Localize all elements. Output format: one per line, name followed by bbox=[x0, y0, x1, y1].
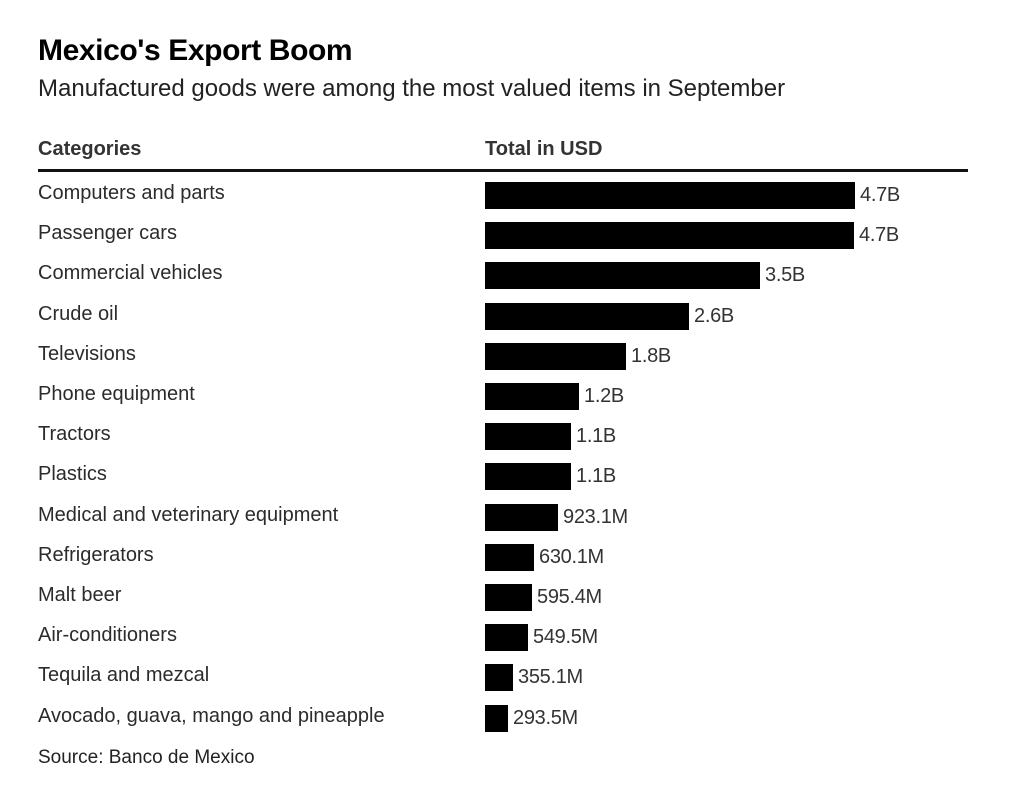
table-row: Refrigerators 630.1M bbox=[0, 534, 1009, 574]
bar bbox=[485, 503, 558, 531]
table-row: Computers and parts 4.7B bbox=[0, 172, 1009, 212]
bar bbox=[485, 262, 760, 290]
value-label: 4.7B bbox=[859, 224, 899, 247]
table-row: Malt beer 595.4M bbox=[0, 574, 1009, 614]
bar bbox=[485, 182, 855, 209]
table-row: Plastics 1.1B bbox=[0, 453, 1009, 493]
table-row: Phone equipment 1.2B bbox=[0, 373, 1009, 413]
categories-column-header: Categories bbox=[38, 138, 142, 160]
category-label: Televisions bbox=[38, 342, 136, 365]
value-label: 1.8B bbox=[631, 344, 671, 367]
category-label: Malt beer bbox=[38, 584, 122, 606]
source-note: Source: Banco de Mexico bbox=[38, 747, 255, 768]
bar bbox=[485, 383, 579, 410]
bar bbox=[485, 704, 508, 732]
table-row: Passenger cars 4.7B bbox=[0, 212, 1009, 252]
bar bbox=[485, 463, 571, 491]
value-label: 595.4M bbox=[537, 586, 602, 608]
category-label: Tequila and mezcal bbox=[38, 664, 210, 687]
table-row: Tequila and mezcal 355.1M bbox=[0, 654, 1009, 694]
bar bbox=[485, 342, 626, 370]
value-label: 2.6B bbox=[694, 304, 734, 327]
value-label: 1.1B bbox=[576, 425, 616, 448]
table-row: Avocado, guava, mango and pineapple 293.5… bbox=[0, 695, 1009, 735]
table-row: Commercial vehicles 3.5B bbox=[0, 252, 1009, 292]
value-label: 293.5M bbox=[513, 706, 578, 729]
value-label: 3.5B bbox=[765, 264, 805, 287]
value-label: 549.5M bbox=[533, 626, 598, 649]
category-label: Crude oil bbox=[38, 302, 119, 325]
value-label: 4.7B bbox=[860, 184, 900, 206]
category-label: Commercial vehicles bbox=[38, 262, 223, 285]
table-row: Televisions 1.8B bbox=[0, 333, 1009, 373]
table-row: Tractors 1.1B bbox=[0, 413, 1009, 453]
category-label: Phone equipment bbox=[38, 383, 195, 405]
header-rule bbox=[38, 169, 968, 172]
table-row: Medical and veterinary equipment 923.1M bbox=[0, 494, 1009, 534]
bar bbox=[485, 584, 532, 611]
category-label: Air-conditioners bbox=[38, 624, 177, 647]
table-row: Crude oil 2.6B bbox=[0, 293, 1009, 333]
category-label: Medical and veterinary equipment bbox=[38, 503, 339, 526]
category-label: Tractors bbox=[38, 423, 111, 446]
bar bbox=[485, 624, 528, 652]
bar bbox=[485, 543, 534, 571]
total-column-header: Total in USD bbox=[485, 138, 603, 160]
category-label: Refrigerators bbox=[38, 543, 154, 566]
bar bbox=[485, 423, 571, 451]
value-label: 923.1M bbox=[563, 505, 628, 528]
chart-subtitle: Manufactured goods were among the most v… bbox=[38, 75, 786, 102]
value-label: 355.1M bbox=[518, 666, 583, 689]
bar bbox=[485, 302, 689, 330]
value-label: 630.1M bbox=[539, 545, 604, 568]
value-label: 1.1B bbox=[576, 465, 616, 488]
category-label: Plastics bbox=[38, 463, 107, 486]
category-label: Passenger cars bbox=[38, 222, 177, 245]
bar bbox=[485, 222, 854, 250]
chart-title: Mexico's Export Boom bbox=[38, 34, 353, 67]
bar bbox=[485, 664, 513, 692]
value-label: 1.2B bbox=[584, 385, 624, 407]
table-row: Air-conditioners 549.5M bbox=[0, 614, 1009, 654]
category-label: Computers and parts bbox=[38, 182, 225, 204]
category-label: Avocado, guava, mango and pineapple bbox=[38, 704, 385, 727]
